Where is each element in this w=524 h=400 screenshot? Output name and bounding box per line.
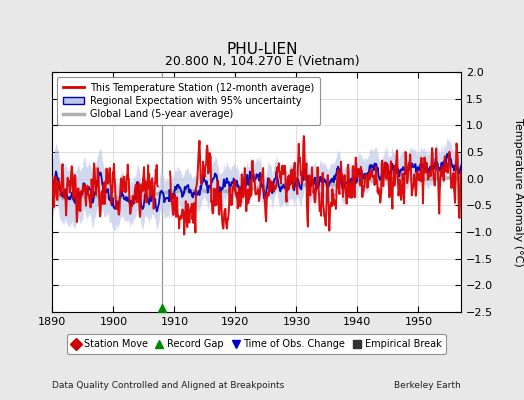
- Legend: This Temperature Station (12-month average), Regional Expectation with 95% uncer: This Temperature Station (12-month avera…: [57, 77, 320, 125]
- Legend: Station Move, Record Gap, Time of Obs. Change, Empirical Break: Station Move, Record Gap, Time of Obs. C…: [67, 334, 446, 354]
- Text: PHU-LIEN: PHU-LIEN: [226, 42, 298, 58]
- Text: Berkeley Earth: Berkeley Earth: [395, 381, 461, 390]
- Y-axis label: Temperature Anomaly (°C): Temperature Anomaly (°C): [512, 118, 522, 266]
- Text: 20.800 N, 104.270 E (Vietnam): 20.800 N, 104.270 E (Vietnam): [165, 56, 359, 68]
- Text: Data Quality Controlled and Aligned at Breakpoints: Data Quality Controlled and Aligned at B…: [52, 381, 285, 390]
